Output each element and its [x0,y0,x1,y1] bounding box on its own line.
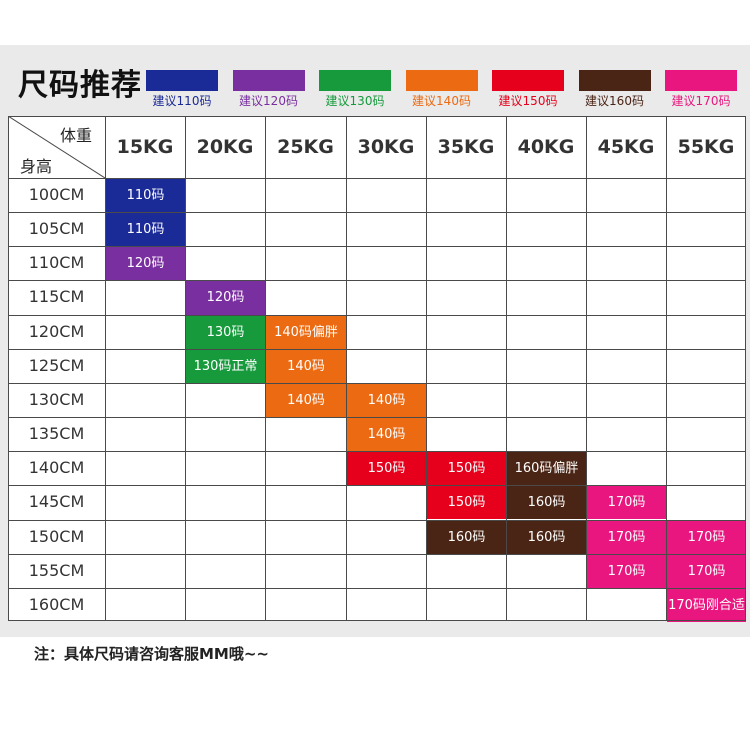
legend-swatch [492,70,564,91]
grid-row-line [8,587,746,589]
legend-item: 建议140码 [405,70,478,110]
legend-label: 建议170码 [671,94,731,108]
grid-column-line [185,116,186,621]
grid-column-line [265,116,266,621]
grid-row-line [8,553,746,555]
legend-swatch [319,70,391,91]
page-title: 尺码推荐 [18,68,142,103]
size-cell: 160码 [507,486,586,520]
grid-column-line [666,116,667,621]
weight-column-header: 45KG [597,136,655,158]
footnote: 注：具体尺码请咨询客服MM哦~~ [34,645,269,663]
size-cell: 140码 [266,383,346,418]
size-cell: 150码 [347,452,426,486]
size-cell: 170码刚合适 [667,588,746,622]
weight-column-header: 25KG [277,136,334,158]
legend-item: 建议120码 [232,70,305,110]
weight-column-header: 30KG [357,136,415,158]
size-cell: 130码正常 [186,349,265,383]
weight-column-header: 35KG [437,136,495,158]
height-row-header: 105CM [28,219,85,239]
size-cell: 150码 [427,452,506,486]
legend-item: 建议160码 [578,70,651,110]
size-cell: 110码 [106,179,185,213]
size-cell: 130码 [186,315,265,349]
size-cell: 140码 [266,349,346,383]
legend-swatch [405,70,478,91]
size-cell: 160码偏胖 [507,452,586,486]
legend-item: 建议110码 [146,70,218,110]
legend-swatch [665,70,737,91]
height-row-header: 155CM [28,560,85,580]
weight-column-header: 40KG [517,136,575,158]
legend-item: 建议130码 [319,70,391,110]
height-row-header: 125CM [28,355,85,375]
size-cell: 170码 [667,554,746,588]
legend-item: 建议150码 [492,70,564,110]
grid-row-line [8,178,746,179]
legend-label: 建议130码 [325,94,385,108]
weight-header-label: 体重 [60,126,93,145]
grid-row-line [8,314,746,316]
legend-label: 建议110码 [152,94,212,108]
height-row-header: 135CM [28,424,85,444]
height-row-header: 140CM [28,458,85,478]
size-cell: 140码偏胖 [266,315,346,349]
height-row-header: 120CM [28,321,85,341]
grid-column-line [346,116,347,621]
legend-swatch [578,70,651,91]
height-header-label: 身高 [20,157,53,176]
weight-column-header: 55KG [677,136,735,158]
size-cell: 160码 [507,520,586,554]
weight-column-header: 15KG [116,136,174,158]
weight-column-header: 20KG [196,136,254,158]
grid-column-line [105,116,106,621]
grid-row-line [8,116,746,117]
grid-column-line [586,116,587,621]
size-cell: 110码 [106,213,185,247]
legend-item: 建议170码 [665,70,737,110]
height-row-header: 115CM [28,287,85,307]
size-legend: 建议110码 建议120码 建议130码 建议140码 建议150码 建议160码 建议17… [146,70,746,110]
grid-row-line [8,280,746,282]
size-cell: 140码 [347,418,426,452]
height-row-header: 110CM [28,253,85,273]
grid-column-line [506,116,507,621]
legend-label: 建议120码 [239,94,298,108]
legend-label: 建议140码 [412,94,471,108]
grid-column-line [8,116,9,621]
size-table: 体重 身高 110码 110码 120码 120码 130码 140码偏胖 130码正常 14… [8,116,746,622]
legend-label: 建议150码 [498,94,558,108]
legend-swatch [146,70,218,91]
size-cell: 170码 [587,554,666,588]
size-cell: 170码 [587,486,666,520]
size-cell: 120码 [106,247,185,281]
height-row-header: 130CM [28,389,85,409]
grid-column-line [426,116,427,621]
size-cell: 160码 [427,520,506,554]
grid-column-line [745,116,746,621]
size-cell: 120码 [186,281,265,315]
height-row-header: 150CM [28,526,85,546]
grid-row-line [8,485,746,487]
height-row-header: 145CM [28,492,85,512]
grid-row-line [8,212,746,214]
grid-row-line [8,451,746,453]
legend-swatch [232,70,305,91]
size-cell: 150码 [427,486,506,520]
corner-diagonal [8,116,105,178]
height-row-header: 160CM [28,594,85,614]
grid-row-line [8,382,746,384]
grid-row-line [8,417,746,419]
grid-row-line [8,620,746,621]
grid-row-line [8,246,746,248]
size-cell: 170码 [667,520,746,554]
grid-row-line [8,519,746,521]
size-cell: 140码 [347,383,426,418]
height-row-header: 100CM [28,185,85,204]
size-cell: 170码 [587,520,666,554]
legend-label: 建议160码 [585,94,644,108]
grid-row-line [8,348,746,350]
